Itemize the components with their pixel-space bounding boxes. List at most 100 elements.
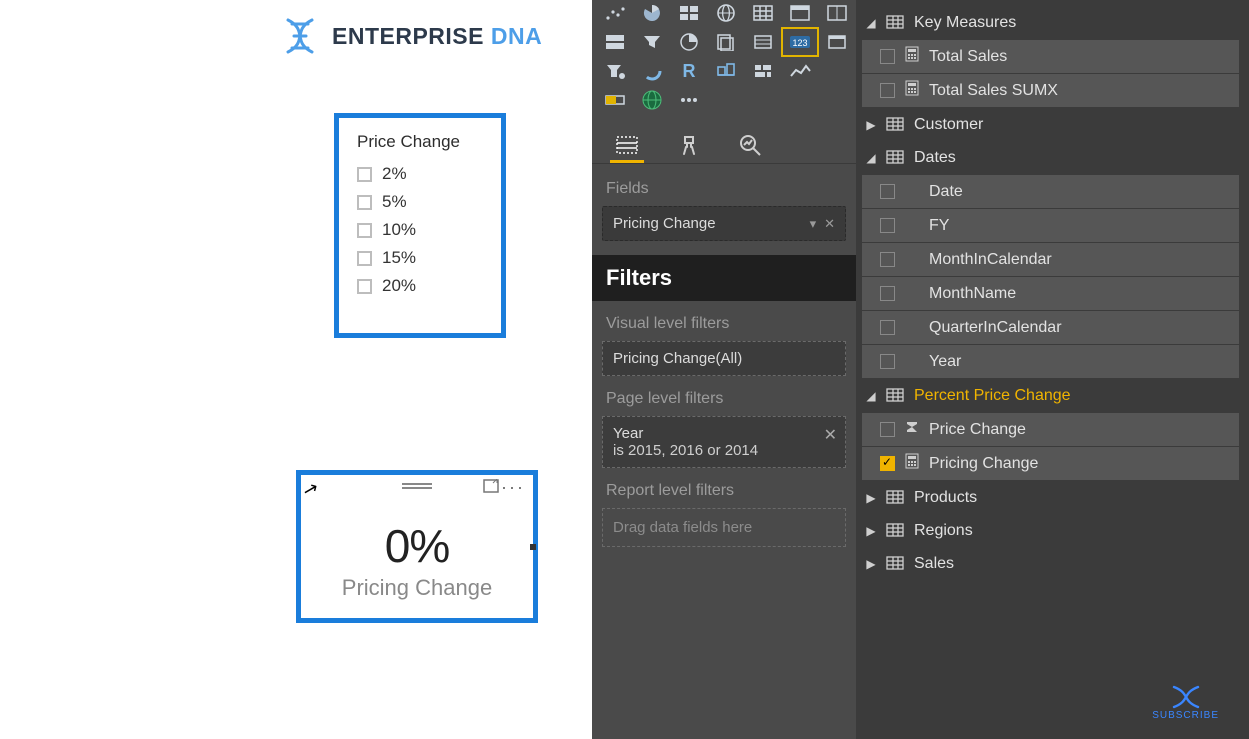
fields-table[interactable]: ◢Key Measures <box>858 6 1243 39</box>
field-checkbox[interactable] <box>880 184 895 199</box>
fields-column[interactable]: Year <box>862 345 1239 378</box>
well-field-name: Pricing Change <box>613 215 716 232</box>
fields-section-label: Fields <box>592 164 856 206</box>
viz-type-icon[interactable] <box>598 58 632 84</box>
fields-column[interactable]: MonthName <box>862 277 1239 310</box>
fields-column[interactable]: MonthInCalendar <box>862 243 1239 276</box>
visual-level-filter[interactable]: Pricing Change(All) <box>602 341 846 376</box>
focus-mode-icon[interactable] <box>483 479 499 498</box>
page-level-filter[interactable]: Year is 2015, 2016 or 2014 ✕ <box>602 416 846 468</box>
field-label: MonthName <box>929 285 1016 303</box>
viz-type-icon[interactable] <box>746 58 780 84</box>
resize-handle[interactable] <box>530 544 536 550</box>
measure-icon <box>903 46 921 67</box>
caret-right-icon[interactable]: ▶ <box>864 524 878 538</box>
remove-field-icon[interactable]: ✕ <box>824 216 835 232</box>
viz-type-icon[interactable] <box>635 29 669 55</box>
caret-right-icon[interactable]: ▶ <box>864 491 878 505</box>
field-checkbox[interactable] <box>880 252 895 267</box>
slicer-option[interactable]: 5% <box>357 188 483 216</box>
field-checkbox[interactable] <box>880 49 895 64</box>
table-label: Dates <box>914 149 956 167</box>
checkbox-icon[interactable] <box>357 195 372 210</box>
price-change-slicer[interactable]: Price Change 2% 5% 10% 15% 20% <box>334 113 506 338</box>
card-value: 0% <box>301 519 533 573</box>
viz-type-icon[interactable] <box>672 29 706 55</box>
viz-type-icon[interactable] <box>635 58 669 84</box>
drag-handle-icon[interactable] <box>402 483 432 489</box>
pricing-change-card[interactable]: ↖ ··· 0% Pricing Change <box>296 470 538 623</box>
remove-filter-icon[interactable]: ✕ <box>824 425 837 445</box>
viz-type-icon[interactable] <box>635 0 669 26</box>
fields-measure[interactable]: Price Change <box>862 413 1239 446</box>
filter-field: Year <box>613 425 643 442</box>
slicer-option[interactable]: 10% <box>357 216 483 244</box>
caret-down-icon[interactable]: ◢ <box>864 151 878 165</box>
viz-type-icon[interactable] <box>672 0 706 26</box>
viz-type-icon[interactable] <box>820 0 854 26</box>
field-checkbox[interactable] <box>880 354 895 369</box>
table-icon <box>886 388 906 404</box>
fields-table[interactable]: ▶Products <box>858 481 1243 514</box>
field-checkbox[interactable] <box>880 422 895 437</box>
caret-right-icon[interactable]: ▶ <box>864 557 878 571</box>
fields-table[interactable]: ◢Percent Price Change <box>858 379 1243 412</box>
fields-column[interactable]: QuarterInCalendar <box>862 311 1239 344</box>
report-canvas: ENTERPRISE DNA Price Change 2% 5% 10% 15… <box>0 0 592 739</box>
viz-type-icon[interactable]: R <box>672 58 706 84</box>
fields-table[interactable]: ◢ Dates <box>858 141 1243 174</box>
viz-type-icon[interactable] <box>783 0 817 26</box>
viz-type-icon[interactable] <box>783 58 817 84</box>
fields-table[interactable]: ▶Regions <box>858 514 1243 547</box>
viz-type-icon[interactable] <box>746 0 780 26</box>
checkbox-icon[interactable] <box>357 223 372 238</box>
values-well[interactable]: Pricing Change ▾ ✕ <box>602 206 846 241</box>
viz-type-icon[interactable] <box>820 58 854 84</box>
viz-type-icon[interactable] <box>709 29 743 55</box>
checkbox-icon[interactable] <box>357 251 372 266</box>
slicer-option[interactable]: 20% <box>357 272 483 300</box>
viz-type-icon[interactable] <box>746 29 780 55</box>
tab-fields[interactable] <box>610 129 644 163</box>
tab-analytics[interactable] <box>734 129 768 163</box>
report-filter-dropzone[interactable]: Drag data fields here <box>602 508 846 547</box>
more-options-icon[interactable]: ··· <box>501 477 525 498</box>
field-checkbox[interactable] <box>880 456 895 471</box>
visual-level-filters-label: Visual level filters <box>592 301 856 341</box>
caret-right-icon[interactable]: ▶ <box>864 118 878 132</box>
viz-type-icon[interactable] <box>709 58 743 84</box>
fields-table[interactable]: ▶Sales <box>858 547 1243 580</box>
fields-measure[interactable]: Pricing Change <box>862 447 1239 480</box>
caret-down-icon[interactable]: ◢ <box>864 16 878 30</box>
caret-down-icon[interactable]: ◢ <box>864 389 878 403</box>
checkbox-icon[interactable] <box>357 279 372 294</box>
checkbox-icon[interactable] <box>357 167 372 182</box>
viz-type-icon[interactable] <box>709 0 743 26</box>
page-level-filters-label: Page level filters <box>592 376 856 416</box>
viz-type-icon[interactable]: 123 <box>783 29 817 55</box>
fields-table[interactable]: ▶Customer <box>858 108 1243 141</box>
fields-measure[interactable]: Total Sales <box>862 40 1239 73</box>
fields-measure[interactable]: Total Sales SUMX <box>862 74 1239 107</box>
field-checkbox[interactable] <box>880 218 895 233</box>
viz-type-icon[interactable] <box>598 29 632 55</box>
viz-type-icon[interactable] <box>820 29 854 55</box>
fields-column[interactable]: Date <box>862 175 1239 208</box>
measure-icon <box>903 80 921 101</box>
chevron-down-icon[interactable]: ▾ <box>810 216 817 232</box>
field-checkbox[interactable] <box>880 83 895 98</box>
viz-property-tabs <box>592 119 856 164</box>
slicer-option[interactable]: 2% <box>357 160 483 188</box>
viz-type-icon[interactable] <box>598 0 632 26</box>
viz-type-icon[interactable] <box>635 87 669 113</box>
field-checkbox[interactable] <box>880 320 895 335</box>
viz-type-icon[interactable] <box>672 87 706 113</box>
tab-format[interactable] <box>672 129 706 163</box>
sigma-icon <box>903 420 921 439</box>
fields-column[interactable]: FY <box>862 209 1239 242</box>
viz-type-icon[interactable] <box>598 87 632 113</box>
subscribe-badge[interactable]: SUBSCRIBE <box>1152 684 1219 721</box>
viz-gallery: 123 R <box>592 0 856 119</box>
field-checkbox[interactable] <box>880 286 895 301</box>
slicer-option[interactable]: 15% <box>357 244 483 272</box>
